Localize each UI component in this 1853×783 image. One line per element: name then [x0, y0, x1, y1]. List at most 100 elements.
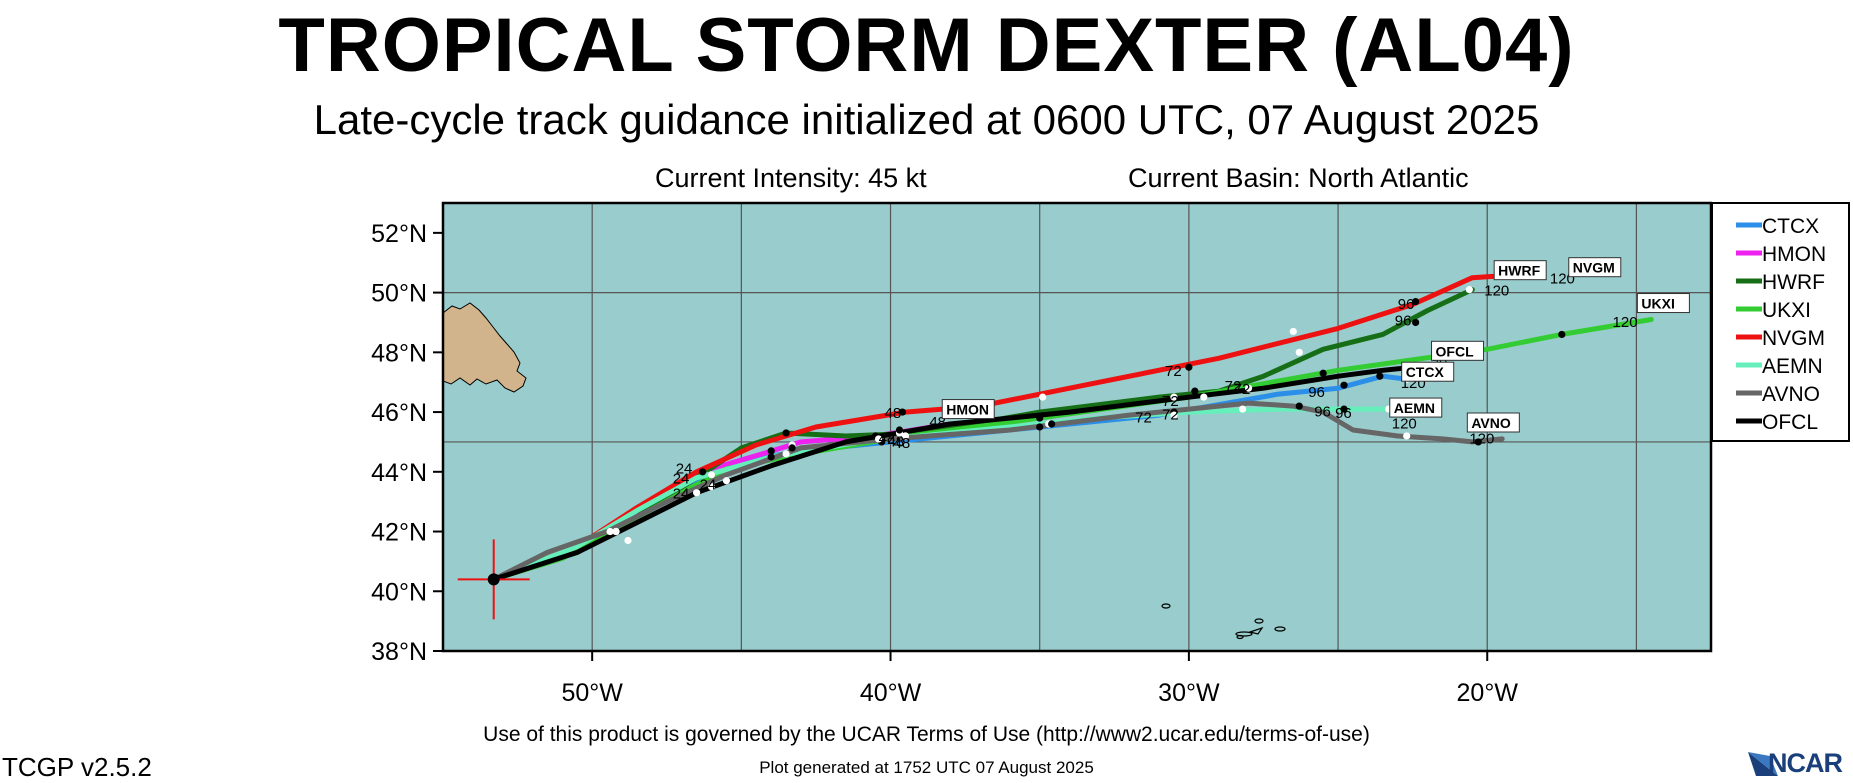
- legend-label: OFCL: [1762, 411, 1818, 434]
- track-point: [782, 429, 790, 437]
- map-body: 24 48 72 96 120 24 48 24 72 96 120 120 48 72 96 120 72 96…: [443, 203, 1711, 651]
- lat-tick-label: 42°N: [371, 519, 427, 547]
- track-tag-box: [1493, 260, 1547, 281]
- forecast-hour-label: 24: [676, 460, 693, 477]
- track-tag-box: [1636, 293, 1690, 314]
- land-newfoundland: [443, 302, 527, 393]
- track-tag-label: UKXI: [1641, 296, 1674, 312]
- track-point: [1412, 318, 1420, 327]
- lat-tick-label: 46°N: [371, 399, 427, 427]
- track-point: [788, 444, 796, 452]
- forecast-hour-label: 48: [888, 433, 905, 450]
- ncar-logo-icon: [1748, 752, 1778, 776]
- track-point: [895, 426, 904, 434]
- legend-label: HMON: [1762, 243, 1826, 266]
- forecast-hour-label: 96: [1395, 312, 1412, 329]
- track-tag-ukxi: UKXI: [1636, 293, 1690, 314]
- track-point: [1465, 286, 1473, 294]
- track-tag-label: HWRF: [1498, 263, 1540, 279]
- forecast-hour-label: 120: [1613, 314, 1638, 331]
- track-point: [624, 536, 632, 545]
- lat-tick-label: 44°N: [371, 459, 427, 487]
- version-label: TCGP v2.5.2: [2, 752, 152, 782]
- track-point: [698, 468, 707, 476]
- current-intensity: Current Intensity: 45 kt: [655, 163, 927, 193]
- legend: CTCX HMON HWRF UKXI NVGM AEMN AVNO OFCL: [1711, 202, 1850, 442]
- track-point: [1200, 393, 1208, 401]
- track-point: [1295, 402, 1303, 410]
- terms-of-use: Use of this product is governed by the U…: [483, 723, 1370, 746]
- track-tag-label: HMON: [946, 402, 989, 418]
- island: [1254, 618, 1264, 624]
- track-point: [722, 477, 731, 485]
- legend-item-nvgm: NVGM: [1736, 327, 1825, 350]
- current-position-dot: [487, 573, 500, 586]
- lat-tick-label: 40°N: [371, 578, 427, 606]
- legend-label: NVGM: [1762, 327, 1825, 350]
- lat-tick-label: 38°N: [371, 638, 427, 666]
- map-axes: 52°N 50°N 48°N 46°N 44°N 42°N 40°N 38°N 50°W 40°W…: [371, 201, 1713, 707]
- lon-tick-label: 20°W: [1457, 679, 1519, 707]
- track-point: [1474, 438, 1482, 446]
- track-tag-label: AEMN: [1394, 400, 1435, 416]
- track-tag-label: AVNO: [1471, 415, 1511, 431]
- track-tag-box: [1389, 397, 1443, 418]
- legend-item-ofcl: OFCL: [1736, 411, 1818, 434]
- island: [1274, 626, 1286, 632]
- forecast-hour-label: 24: [673, 471, 690, 488]
- track-tag-label: OFCL: [1436, 343, 1475, 359]
- ncar-logo: NCAR: [1748, 748, 1852, 778]
- track-tag-label: NVGM: [1573, 260, 1615, 276]
- ncar-logo-text: NCAR: [1768, 748, 1843, 778]
- track-point: [782, 450, 790, 458]
- track-tag-label: CTCX: [1406, 364, 1445, 380]
- track-tag-aemn: AEMN: [1389, 397, 1443, 418]
- forecast-hour-label: 96: [1398, 296, 1415, 313]
- forecast-hour-label: 72: [1225, 378, 1242, 395]
- track-point: [1238, 405, 1247, 413]
- forecast-hour-label: 96: [1314, 404, 1331, 421]
- track-avno: [491, 400, 1505, 582]
- track-point: [1403, 432, 1411, 440]
- forecast-hour-label: 96: [1308, 384, 1325, 401]
- track-point: [1039, 393, 1047, 401]
- island: [1247, 626, 1264, 635]
- track-point: [1048, 420, 1056, 428]
- track-point: [1036, 414, 1044, 422]
- track-tag-ctcx: CTCX: [1401, 361, 1455, 382]
- track-tag-box: [1401, 361, 1455, 382]
- lat-tick-label: 48°N: [371, 339, 427, 367]
- track-tag-ofcl: OFCL: [1431, 340, 1485, 361]
- track-point: [1244, 384, 1253, 392]
- track-point: [1295, 348, 1303, 356]
- island: [1235, 631, 1253, 637]
- forecast-hour-label: 48: [894, 435, 911, 452]
- track-point: [707, 483, 716, 491]
- track-tag-box: [941, 399, 995, 420]
- lon-tick-label: 40°W: [860, 679, 922, 707]
- lat-tick-label: 52°N: [371, 220, 427, 248]
- legend-item-ukxi: UKXI: [1736, 299, 1811, 322]
- plot-title: TROPICAL STORM DEXTER (AL04): [278, 3, 1575, 88]
- track-point: [1340, 405, 1348, 413]
- track-point: [1191, 387, 1199, 395]
- legend-box: [1711, 202, 1850, 442]
- forecast-hour-label: 48: [885, 405, 902, 422]
- legend-item-hwrf: HWRF: [1736, 271, 1825, 294]
- track-ofcl: [491, 364, 1416, 582]
- track-line: [491, 400, 1505, 582]
- track-point: [898, 408, 907, 416]
- track-point: [1340, 381, 1348, 389]
- forecast-hour-label: 72: [1162, 407, 1179, 424]
- lat-tick-label: 50°N: [371, 280, 427, 308]
- track-point: [901, 432, 910, 440]
- forecast-hour-label: 72: [1165, 363, 1182, 380]
- track-point: [1170, 393, 1178, 401]
- track-point: [693, 489, 701, 497]
- track-point: [1558, 330, 1566, 339]
- track-point: [1036, 423, 1044, 431]
- track-tag-nvgm: NVGM: [1568, 257, 1622, 278]
- plot-generated-time: Plot generated at 1752 UTC 07 August 202…: [759, 758, 1094, 777]
- legend-item-ctcx: CTCX: [1736, 215, 1819, 238]
